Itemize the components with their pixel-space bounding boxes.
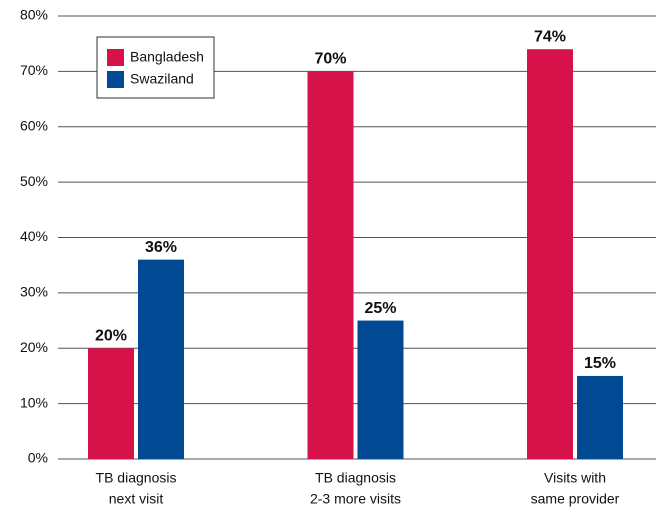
x-tick-label: 2-3 more visits	[310, 491, 401, 507]
legend-label: Bangladesh	[130, 49, 204, 65]
bar	[577, 375, 623, 459]
bar	[357, 320, 404, 459]
bar	[138, 259, 184, 459]
y-tick-label: 60%	[20, 117, 48, 133]
bar	[527, 49, 573, 459]
value-label: 15%	[584, 355, 616, 372]
x-tick-label: next visit	[109, 491, 164, 507]
legend-label: Swaziland	[130, 71, 194, 87]
value-label: 70%	[314, 51, 346, 68]
bar	[88, 348, 134, 459]
y-tick-label: 20%	[20, 339, 48, 355]
x-tick-label: Visits with	[544, 470, 606, 486]
x-tick-label: TB diagnosis	[96, 470, 177, 486]
y-tick-label: 50%	[20, 173, 48, 189]
legend-box	[96, 36, 215, 99]
y-tick-label: 80%	[20, 7, 48, 23]
value-label: 20%	[95, 327, 127, 344]
bar	[307, 71, 354, 459]
legend-swatch	[107, 71, 124, 88]
x-tick-label: same provider	[531, 491, 620, 507]
y-tick-label: 10%	[20, 394, 48, 410]
value-label: 25%	[364, 300, 396, 317]
y-tick-label: 30%	[20, 284, 48, 300]
y-tick-label: 0%	[28, 450, 48, 466]
y-tick-label: 40%	[20, 228, 48, 244]
value-label: 74%	[534, 28, 566, 45]
legend-swatch	[107, 49, 124, 66]
x-tick-label: TB diagnosis	[315, 470, 396, 486]
y-tick-label: 70%	[20, 62, 48, 78]
value-label: 36%	[145, 239, 177, 256]
